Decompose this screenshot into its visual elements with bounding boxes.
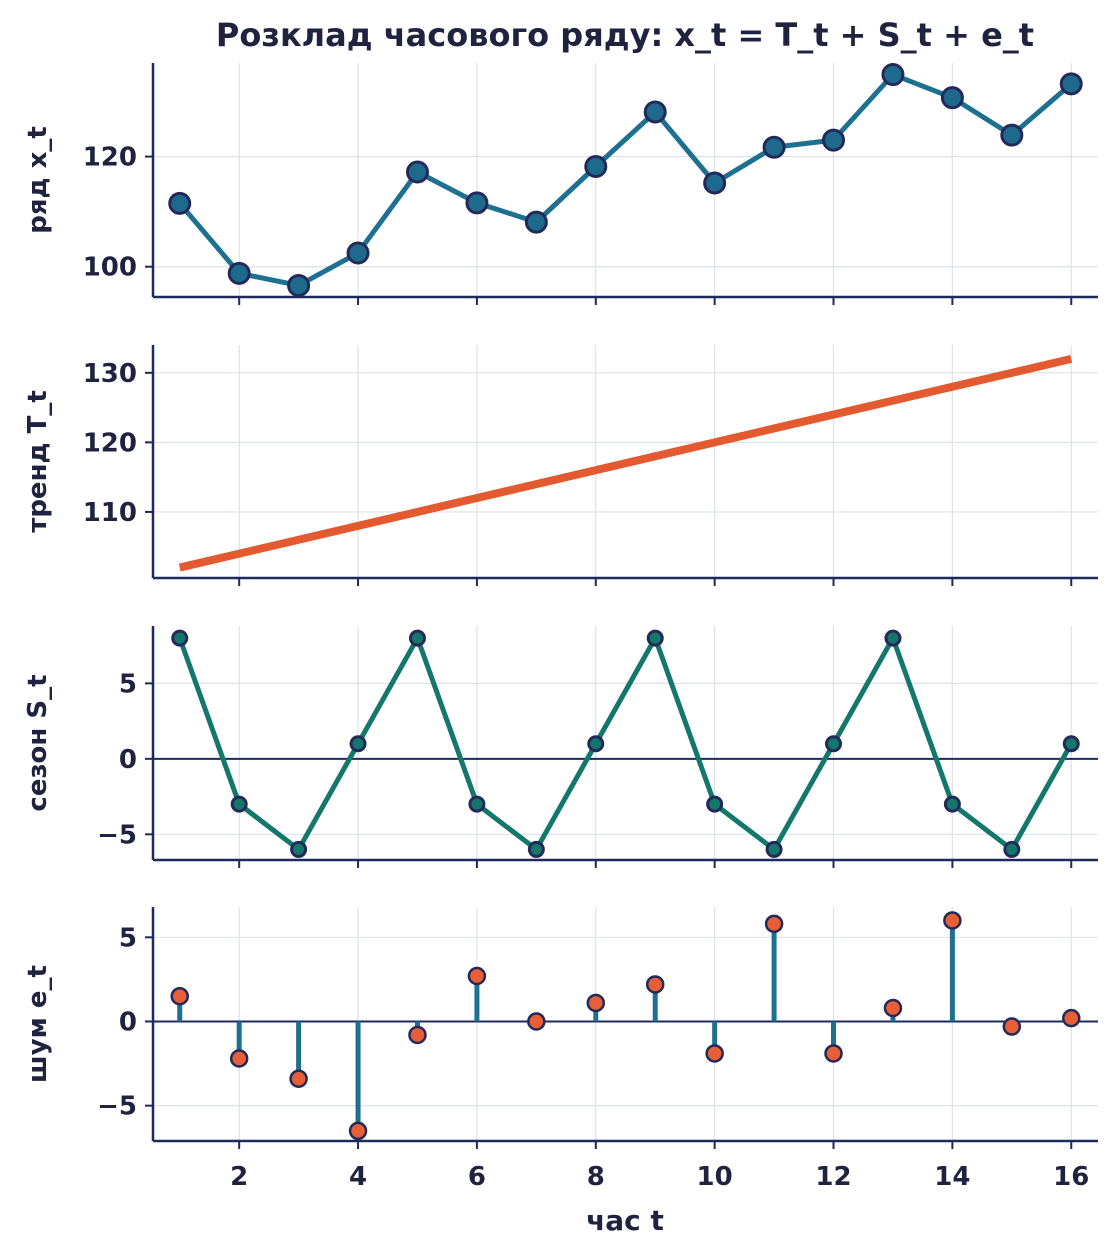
stem-marker	[170, 986, 189, 1006]
y-tick-label: 120	[83, 428, 137, 458]
data-point	[171, 629, 189, 647]
y-tick-label: −5	[97, 820, 137, 850]
x-tick-label: 14	[934, 1162, 970, 1192]
x-axis-label: час t	[586, 1204, 664, 1237]
y-tick-label: 100	[83, 253, 137, 283]
stem-marker	[289, 1069, 308, 1088]
data-point	[168, 191, 192, 215]
data-point	[287, 273, 311, 297]
data-point	[584, 155, 608, 179]
data-point	[230, 795, 248, 813]
x-tick-label: 16	[1053, 1162, 1089, 1192]
y-tick-label: 110	[83, 498, 137, 528]
y-axis-label: ряд x_t	[23, 126, 53, 234]
stem-marker	[824, 1044, 843, 1063]
y-axis-label: шум e_t	[23, 965, 53, 1083]
data-point	[706, 795, 724, 813]
series-line	[177, 635, 1074, 852]
panel-series: 100 120 ряд x_t	[23, 63, 1098, 305]
stem-marker	[527, 1012, 546, 1031]
data-point	[1003, 840, 1021, 858]
stem-marker	[467, 966, 487, 986]
y-tick-label: −5	[97, 1092, 137, 1122]
panel-season: −5 0 5 сезон S_t	[23, 626, 1098, 868]
data-point	[587, 735, 605, 753]
chart-title: Розклад часового ряду: x_t = T_t + S_t +…	[216, 16, 1034, 54]
data-point	[825, 735, 843, 753]
data-point	[703, 171, 727, 195]
data-point	[290, 840, 308, 858]
stem-marker	[764, 914, 784, 934]
stem-marker	[943, 911, 962, 930]
stem-marker	[705, 1044, 724, 1063]
x-tick-label: 6	[468, 1162, 486, 1192]
y-tick-label: 130	[83, 359, 137, 389]
data-point	[765, 840, 783, 858]
y-tick-label: 5	[119, 923, 137, 953]
data-point	[405, 160, 429, 184]
x-tick-label: 10	[697, 1162, 733, 1192]
stem-marker	[348, 1121, 368, 1141]
stem-marker	[586, 993, 606, 1013]
x-tick-label: 2	[230, 1162, 248, 1192]
data-point	[646, 629, 664, 647]
panel-trend: 110 120 130 тренд T_t	[23, 345, 1098, 586]
data-point	[465, 191, 489, 215]
data-point	[884, 629, 902, 647]
y-tick-label: 0	[119, 1007, 137, 1037]
data-point	[940, 86, 964, 110]
y-tick-label: 5	[119, 669, 137, 699]
stem-marker	[229, 1049, 249, 1068]
data-point	[468, 795, 486, 813]
data-point	[822, 128, 846, 152]
x-tick-label: 8	[587, 1162, 605, 1192]
stem-marker	[883, 998, 903, 1018]
data-point	[1062, 735, 1080, 753]
data-point	[524, 210, 548, 234]
data-point	[943, 795, 961, 813]
data-point	[527, 840, 545, 858]
x-tick-label: 4	[349, 1162, 367, 1192]
panel-noise: −5 0 5 2 4 6 8 10 12 14 16 шум e_t	[23, 907, 1098, 1192]
data-point	[227, 261, 251, 285]
chart-title-text: Розклад часового ряду: x_t = T_t + S_t +…	[216, 16, 1034, 54]
stem-marker	[408, 1025, 427, 1045]
y-axis-label: сезон S_t	[23, 674, 53, 811]
data-point	[1059, 72, 1083, 96]
stem-marker	[1062, 1008, 1081, 1028]
y-tick-label: 0	[119, 745, 137, 775]
y-axis-label: тренд T_t	[23, 390, 53, 533]
data-point	[762, 135, 786, 159]
x-tick-label: 12	[815, 1162, 851, 1192]
data-point	[1000, 123, 1024, 147]
data-point	[346, 241, 370, 265]
stem-marker	[645, 975, 665, 994]
data-point	[349, 735, 367, 753]
trend-line	[178, 355, 1073, 572]
stem-marker	[1002, 1017, 1022, 1036]
data-point	[643, 100, 667, 124]
data-point	[408, 629, 426, 647]
y-tick-label: 120	[83, 143, 137, 173]
series-line	[177, 72, 1073, 288]
data-point	[881, 63, 905, 87]
